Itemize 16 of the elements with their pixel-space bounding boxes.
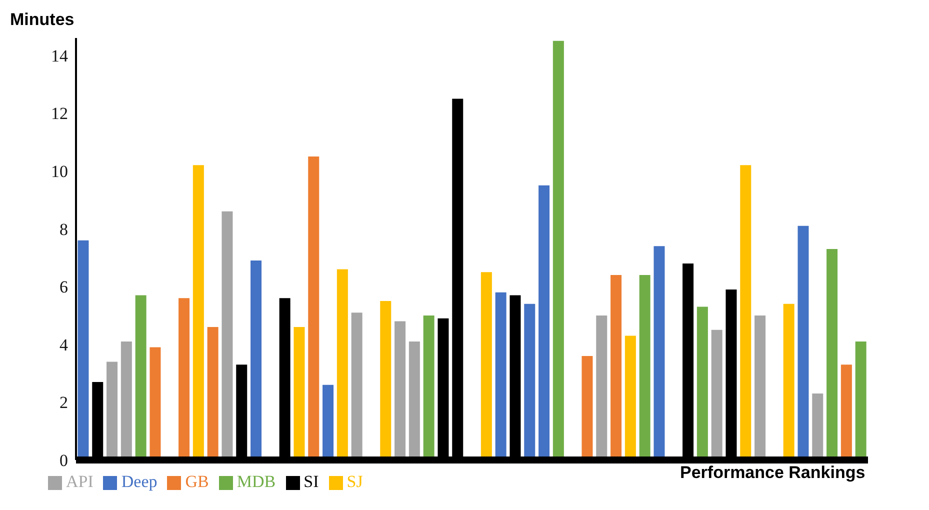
- y-tick-label: 4: [60, 335, 68, 354]
- legend-label: API: [66, 472, 94, 491]
- legend-label: SI: [304, 472, 319, 491]
- y-axis-title: Minutes: [10, 10, 74, 30]
- y-tick-label: 14: [51, 46, 68, 66]
- y-tick-label: 2: [60, 393, 68, 412]
- legend-label: Deep: [121, 472, 158, 491]
- y-tick-label: 8: [60, 220, 68, 239]
- legend-label: GB: [185, 472, 209, 491]
- x-axis-title: Performance Rankings: [680, 463, 866, 483]
- y-tick-label: 12: [51, 104, 68, 124]
- legend-label: SJ: [346, 472, 363, 491]
- y-tick-label: 6: [60, 278, 68, 297]
- legend-label: MDB: [236, 472, 276, 491]
- y-tick-label: 0: [60, 451, 68, 470]
- y-tick-label: 10: [51, 162, 68, 181]
